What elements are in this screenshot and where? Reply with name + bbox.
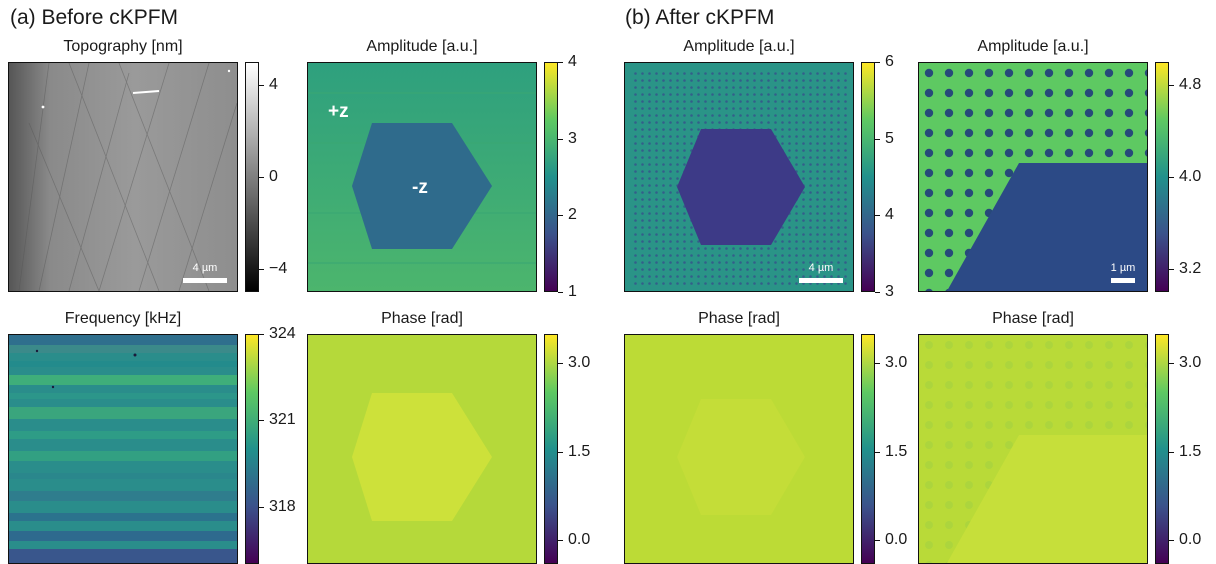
- colorbar-tick: [1169, 451, 1174, 453]
- amplitude-before-image: +z -z: [307, 62, 537, 292]
- panel-title: Phase [rad]: [381, 310, 463, 327]
- topography-image: 4 µm: [8, 62, 238, 292]
- panel-title: Phase [rad]: [698, 310, 780, 327]
- colorbar-tick: [558, 292, 563, 293]
- scale-bar-label: 4 µm: [192, 262, 218, 274]
- panel-title: Frequency [kHz]: [64, 310, 182, 327]
- colorbar-tick-label: 324: [269, 325, 296, 342]
- panel-title: Phase [rad]: [992, 310, 1074, 327]
- colorbar-tick-label: 3.2: [1179, 260, 1202, 277]
- colorbar-tick-label: 5: [885, 129, 894, 147]
- colorbar-tick: [259, 506, 264, 508]
- annotation-minus-z: -z: [412, 177, 428, 198]
- colorbar-tick: [875, 451, 880, 453]
- colorbar-tick-label: 3.0: [1179, 354, 1202, 372]
- colorbar-tick-label: 318: [269, 497, 296, 515]
- colorbar: [861, 334, 875, 564]
- colorbar: [544, 62, 558, 292]
- scale-bar-label: 4 µm: [808, 262, 834, 274]
- colorbar-tick: [1169, 540, 1174, 542]
- colorbar-tick: [558, 215, 563, 217]
- phase-after-image: [624, 334, 854, 564]
- colorbar-tick: [875, 215, 880, 217]
- colorbar-tick: [875, 540, 880, 542]
- colorbar-tick: [1169, 363, 1174, 365]
- colorbar-tick: [259, 177, 264, 178]
- frequency-image: [8, 334, 238, 564]
- colorbar-tick-label: 3: [568, 129, 577, 147]
- colorbar-tick-label: 1.5: [568, 442, 591, 460]
- colorbar-tick: [558, 363, 563, 365]
- colorbar-tick-label: −4: [269, 260, 288, 277]
- colorbar-tick-label: 6: [885, 53, 894, 70]
- colorbar-tick-label: 2: [568, 206, 577, 224]
- colorbar: [245, 62, 259, 292]
- colorbar-tick: [259, 420, 264, 422]
- colorbar: [861, 62, 875, 292]
- colorbar-tick-label: 4: [568, 53, 577, 70]
- colorbar-tick: [1169, 269, 1174, 270]
- phase-after-zoom-image: [918, 334, 1148, 564]
- scale-bar: [1111, 278, 1135, 283]
- colorbar-tick: [558, 62, 563, 63]
- colorbar-tick-label: 0.0: [885, 531, 908, 549]
- colorbar-tick-label: 1.5: [885, 442, 908, 460]
- colorbar-tick: [259, 85, 264, 86]
- colorbar-tick: [558, 451, 563, 453]
- colorbar-tick: [875, 292, 880, 293]
- panel-title: Amplitude [a.u.]: [683, 38, 795, 55]
- colorbar: [544, 334, 558, 564]
- panel-title: Amplitude [a.u.]: [977, 38, 1089, 55]
- section-a-title: (a) Before cKPFM: [10, 6, 179, 29]
- colorbar-tick: [875, 138, 880, 140]
- section-b-title: (b) After cKPFM: [625, 6, 775, 29]
- colorbar-tick: [875, 62, 880, 63]
- colorbar-tick-label: 3: [885, 283, 894, 300]
- colorbar-tick-label: 0.0: [1179, 531, 1202, 549]
- scale-bar: [799, 278, 843, 283]
- colorbar-tick-label: 1: [568, 283, 577, 300]
- colorbar-tick: [259, 269, 264, 270]
- colorbar-tick: [1169, 177, 1174, 178]
- amplitude-after-zoom-image: 1 µm: [918, 62, 1148, 292]
- colorbar-tick-label: 0: [269, 168, 278, 185]
- scale-bar-label: 1 µm: [1110, 262, 1136, 274]
- phase-before-image: [307, 334, 537, 564]
- colorbar: [245, 334, 259, 564]
- annotation-plus-z: +z: [328, 101, 349, 122]
- panel-title: Amplitude [a.u.]: [366, 38, 478, 55]
- colorbar-tick-label: 4: [269, 76, 278, 93]
- colorbar-tick-label: 321: [269, 411, 296, 429]
- colorbar-tick: [558, 138, 563, 140]
- colorbar-tick-label: 3.0: [568, 354, 591, 372]
- colorbar-tick: [875, 363, 880, 365]
- colorbar-tick-label: 4.8: [1179, 76, 1202, 93]
- scale-bar: [183, 278, 227, 283]
- colorbar-tick: [558, 540, 563, 542]
- colorbar-tick: [259, 334, 264, 335]
- colorbar-tick-label: 0.0: [568, 531, 591, 549]
- panel-title: Topography [nm]: [63, 38, 183, 55]
- amplitude-after-image: 4 µm: [624, 62, 854, 292]
- colorbar: [1155, 62, 1169, 292]
- colorbar-tick: [1169, 85, 1174, 86]
- colorbar-tick-label: 3.0: [885, 354, 908, 372]
- colorbar-tick-label: 1.5: [1179, 442, 1202, 460]
- colorbar: [1155, 334, 1169, 564]
- colorbar-tick-label: 4: [885, 206, 894, 224]
- colorbar-tick-label: 4.0: [1179, 168, 1202, 185]
